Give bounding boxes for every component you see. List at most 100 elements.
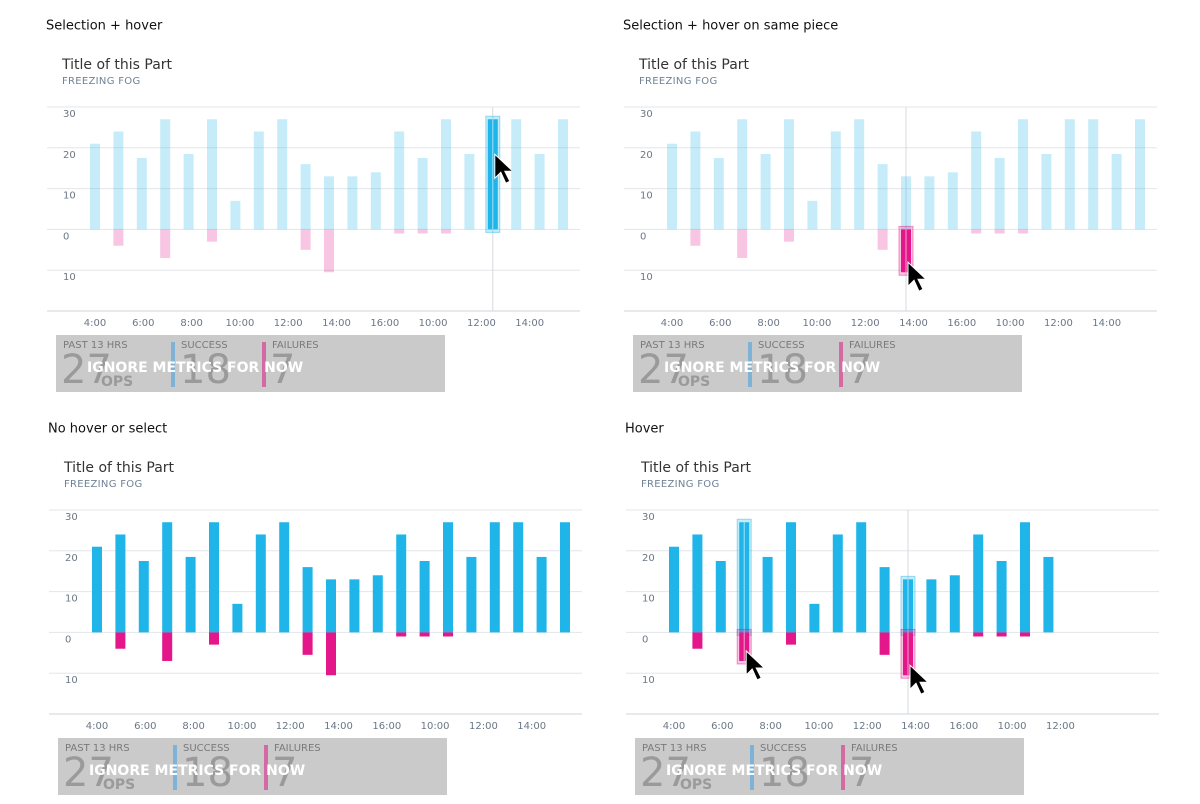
failures-label: FAILURES (851, 743, 898, 754)
bar (830, 131, 841, 230)
bar (277, 119, 288, 230)
x-tick-label: 8:00 (180, 318, 202, 329)
y-tick-label: 10 (642, 594, 655, 605)
bar (92, 546, 102, 633)
success-count: 18 (759, 750, 810, 796)
bar (713, 158, 724, 230)
y-tick-label: 20 (640, 150, 653, 161)
part-subtitle: FREEZING FOG (641, 479, 720, 490)
bar (324, 176, 334, 230)
failures-count: 7 (270, 347, 295, 393)
x-tick-label: 12:00 (274, 318, 303, 329)
bar (971, 131, 982, 230)
bar (996, 561, 1007, 633)
bar (973, 534, 984, 633)
x-tick-label: 12:00 (1046, 721, 1075, 732)
x-tick-label: 10:00 (996, 318, 1025, 329)
bar (737, 229, 748, 258)
bar (926, 579, 937, 633)
bar (994, 158, 1005, 230)
bar (1111, 153, 1122, 230)
x-tick-label: 14:00 (899, 318, 928, 329)
x-tick-label: 16:00 (949, 721, 978, 732)
metrics-unit: OPS (101, 374, 133, 390)
x-tick-label: 16:00 (372, 721, 401, 732)
failures-label: FAILURES (849, 340, 896, 351)
x-tick-label: 16:00 (947, 318, 976, 329)
x-tick-label: 4:00 (663, 721, 685, 732)
bar (558, 119, 568, 230)
bar (489, 522, 500, 633)
bar (138, 561, 149, 633)
bar (994, 229, 1005, 234)
x-tick-label: 12:00 (1044, 318, 1073, 329)
x-tick-label: 4:00 (661, 318, 683, 329)
bar (1135, 119, 1145, 230)
bar (347, 176, 358, 230)
bar (690, 131, 701, 230)
bar (417, 229, 428, 234)
cursor (745, 649, 766, 681)
x-tick-label: 14:00 (515, 318, 544, 329)
part-subtitle: FREEZING FOG (639, 76, 718, 87)
bar (207, 229, 217, 242)
bar (115, 534, 126, 633)
caption: No hover or select (48, 422, 167, 437)
x-tick-label: 12:00 (851, 318, 880, 329)
bar (302, 632, 313, 655)
bar (737, 119, 748, 230)
x-tick-label: 4:00 (84, 318, 106, 329)
y-tick-label: 0 (65, 634, 71, 645)
y-tick-label: 0 (642, 634, 648, 645)
x-tick-label: 4:00 (86, 721, 108, 732)
x-tick-label: 6:00 (709, 318, 731, 329)
bar (877, 164, 888, 230)
bar (924, 176, 935, 230)
bar (419, 632, 430, 637)
bar (90, 143, 100, 230)
bar (255, 534, 266, 633)
part-title: Title of this Part (640, 460, 752, 476)
metrics-period: PAST 13 HRS (640, 340, 705, 351)
metrics-box (56, 335, 445, 392)
bar (1088, 119, 1099, 230)
panel: Hover Title of this Part FREEZING FOG 30 20 1… (625, 422, 1159, 796)
x-tick-label: 10:00 (421, 721, 450, 732)
panel: No hover or select Title of this Part FREE… (48, 422, 582, 796)
bar (762, 556, 773, 633)
bar (809, 603, 820, 633)
metrics-total: 27 (638, 347, 689, 393)
bar (692, 534, 703, 633)
x-tick-label: 10:00 (227, 721, 256, 732)
bar (443, 522, 453, 633)
bar (396, 632, 407, 637)
bar (113, 229, 124, 246)
failures-stripe (264, 745, 268, 790)
bar (207, 119, 217, 230)
y-tick-label: 0 (640, 231, 646, 242)
x-tick-label: 14:00 (901, 721, 930, 732)
part-title: Title of this Part (61, 57, 173, 73)
success-count: 18 (182, 750, 233, 796)
bar (511, 119, 522, 230)
bar (534, 153, 545, 230)
bar (690, 229, 701, 246)
bar (856, 522, 867, 633)
bar (877, 229, 888, 250)
bar (971, 229, 982, 234)
y-tick-label: 20 (63, 150, 76, 161)
bar (784, 119, 794, 230)
metrics-total: 27 (640, 750, 691, 796)
y-tick-label: 10 (642, 675, 655, 686)
bar (209, 522, 219, 633)
caption: Hover (625, 422, 664, 437)
x-tick-label: 6:00 (132, 318, 154, 329)
bar (324, 229, 334, 273)
bar (302, 567, 313, 633)
failures-stripe (262, 342, 266, 387)
y-tick-label: 20 (642, 553, 655, 564)
bar (1041, 153, 1052, 230)
cursor (494, 153, 515, 184)
x-tick-label: 14:00 (324, 721, 353, 732)
bar (784, 229, 794, 242)
